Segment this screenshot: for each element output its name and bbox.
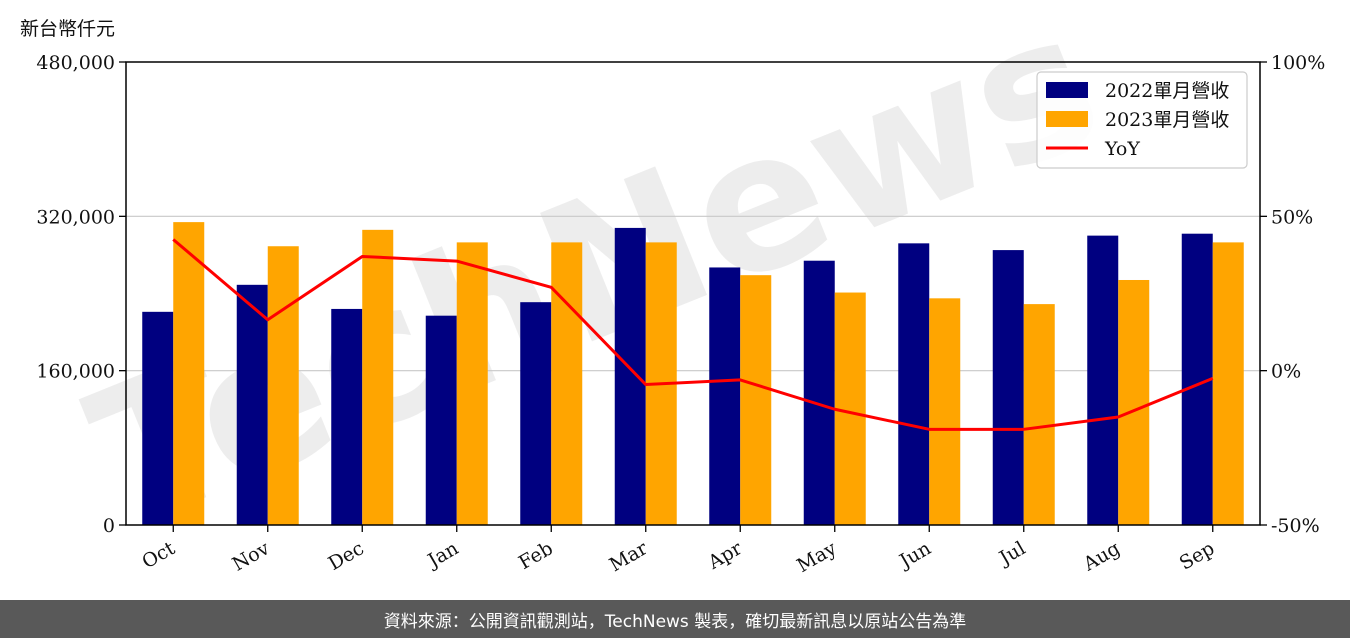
legend-box [1036,71,1248,169]
bars [142,222,1244,526]
y-tick-label: 480,000 [36,52,115,74]
y-tick-label: 320,000 [36,206,115,228]
yoy-line-layer [172,238,1214,431]
x-tick-label: May [793,537,840,577]
bar-2022-jun [898,243,930,525]
y-tick-label: 160,000 [36,361,115,383]
legend-swatch-2022 [1046,82,1088,98]
bar-2022-apr [709,267,741,525]
bar-2023-nov [267,246,299,525]
revenue-chart: TechNews 0 160,000 320,000 480,000 -50% 0% 50%… [36,0,1325,577]
bar-2023-dec [362,229,394,525]
bar-2023-jan [456,242,488,526]
legend: 2022單月營收 2023單月營收 YoY [1036,71,1248,169]
x-tick-label: Feb [515,537,557,574]
grid-lines [126,215,1260,372]
source-footer: 資料來源：公開資訊觀測站，TechNews 製表，確切最新訊息以原站公告為準 [0,600,1350,638]
bar-2022-mar [614,227,646,526]
bar-2023-oct [173,222,205,525]
x-tick-label: Jan [423,537,463,573]
x-tick-label: Sep [1176,537,1219,574]
y2-tick-label: 0% [1271,361,1301,383]
bar-2023-sep [1212,242,1244,526]
legend-label-yoy: YoY [1104,138,1140,160]
bar-2023-jun [929,298,961,525]
legend-label-2022: 2022單月營收 [1105,80,1229,102]
bar-2022-may [803,260,835,525]
bar-2022-oct [142,311,174,525]
x-tick-label: Jul [994,537,1029,570]
bar-2023-jul [1023,304,1055,525]
bar-2022-nov [236,284,268,525]
bar-2022-dec [331,308,363,525]
bar-2022-feb [520,302,552,525]
yoy-line [172,238,1214,431]
y-tick-label: 0 [103,515,115,537]
legend-label-2023: 2023單月營收 [1105,109,1229,131]
y2-tick-label: 100% [1271,52,1325,74]
legend-swatch-2023 [1046,111,1088,127]
bar-2022-jan [425,315,457,525]
y-axis-unit-label: 新台幣仟元 [20,18,116,40]
x-tick-label: Dec [325,537,368,575]
bar-2023-feb [551,242,583,526]
bar-2023-apr [740,275,772,525]
plot-frame [125,61,1261,526]
x-tick-label: Mar [606,537,652,576]
x-tick-label: Nov [229,537,274,576]
bar-2023-aug [1118,279,1150,525]
x-tick-label: Aug [1079,537,1124,576]
watermark-text: TechNews [64,0,1127,570]
x-tick-label: Apr [704,537,747,574]
bar-2022-aug [1087,235,1119,525]
x-tick-label: Jun [894,537,935,573]
bar-2023-may [834,292,866,525]
bar-2022-jul [992,250,1024,525]
y2-tick-label: -50% [1271,515,1320,537]
y2-tick-label: 50% [1271,206,1313,228]
